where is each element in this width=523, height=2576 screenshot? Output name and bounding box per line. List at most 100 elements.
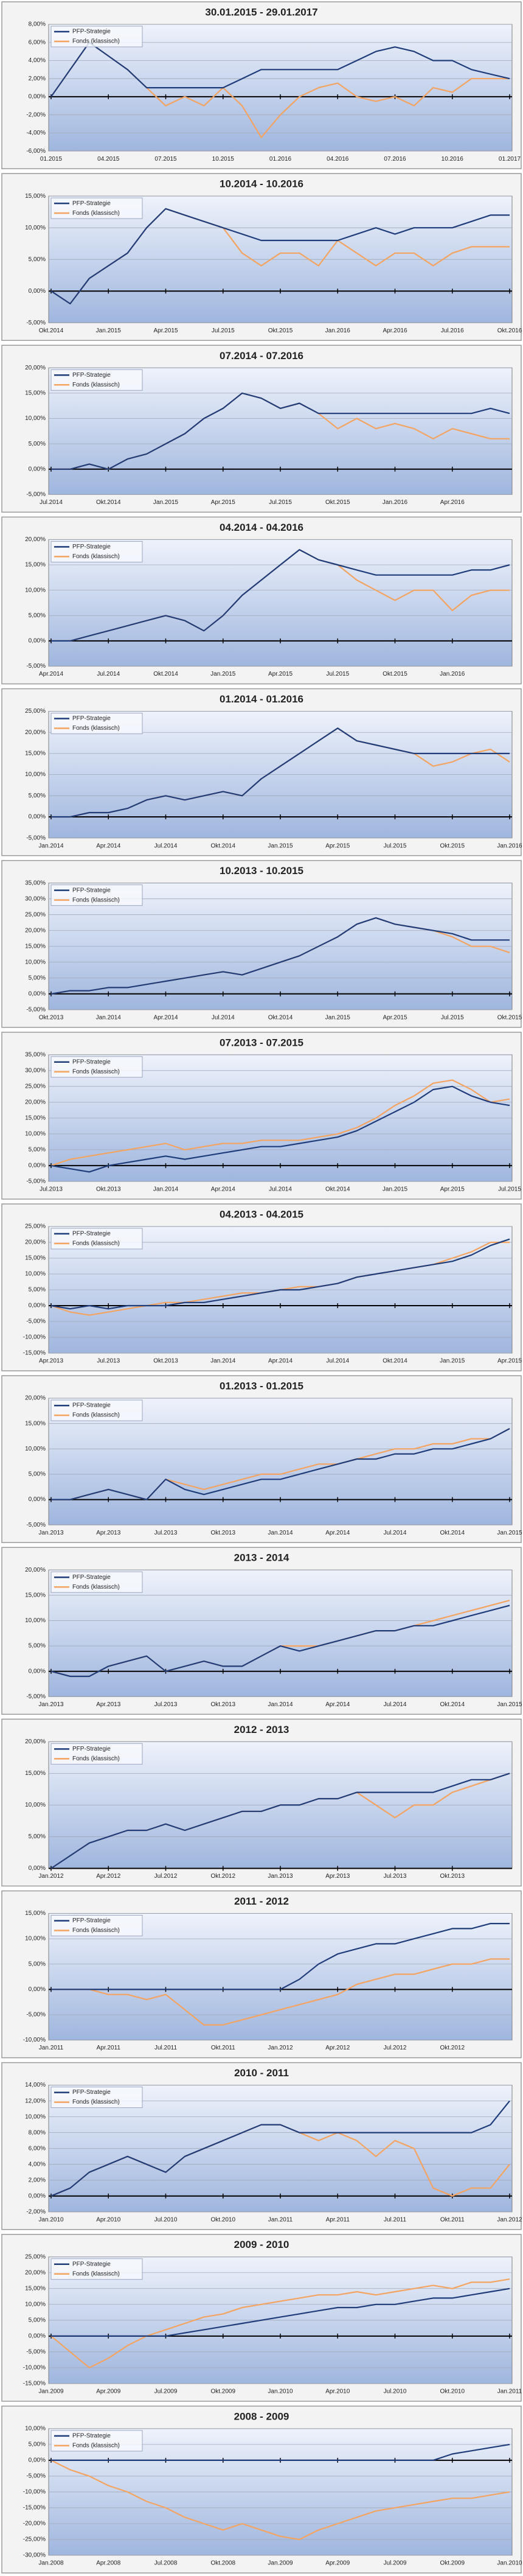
chart-panel: 2012 - 201320,00%15,00%10,00%5,00%0,00%J… [1, 1718, 522, 1887]
x-tick-label: Okt.2011 [211, 2045, 235, 2051]
x-tick-label: Okt.2013 [440, 1873, 465, 1880]
y-tick-label: -15,00% [23, 1350, 46, 1357]
legend-box [50, 197, 143, 219]
y-tick-label: -5,00% [26, 2473, 46, 2480]
y-tick-label: 12,00% [25, 2098, 46, 2104]
y-tick-label: -4,00% [26, 130, 46, 136]
x-tick-label: Jul.2011 [384, 2216, 407, 2223]
x-tick-label: Okt.2015 [268, 327, 293, 334]
y-tick-label: -5,00% [26, 2348, 46, 2355]
y-tick-label: 15,00% [25, 1420, 46, 1427]
legend-label: PFP-Strategie [72, 544, 111, 550]
y-tick-label: 0,00% [29, 1668, 46, 1675]
legend-label: Fonds (klassisch) [72, 1927, 120, 1934]
y-tick-label: 15,00% [25, 943, 46, 950]
x-tick-label: Jul.2013 [40, 1186, 63, 1193]
y-tick-label: 0,00% [29, 466, 46, 472]
y-tick-label: 15,00% [25, 193, 46, 200]
x-tick-label: Jul.2010 [154, 2216, 178, 2223]
x-tick-label: Jul.2014 [97, 671, 120, 677]
x-tick-label: Jan.2015 [383, 1186, 408, 1193]
y-tick-label: 20,00% [25, 729, 46, 736]
x-tick-label: Jul.2014 [326, 1358, 349, 1365]
y-tick-label: 20,00% [25, 1099, 46, 1105]
x-tick-label: 07.2016 [384, 156, 406, 163]
y-tick-label: 14,00% [25, 2082, 46, 2088]
y-tick-label: 0,00% [29, 1163, 46, 1169]
y-tick-label: -5,00% [26, 491, 46, 498]
y-tick-label: 0,00% [29, 638, 46, 645]
x-tick-label: Jul.2009 [384, 2560, 407, 2567]
x-tick-label: 04.2015 [97, 156, 120, 163]
x-tick-label: Okt.2015 [497, 1014, 522, 1021]
y-tick-label: 5,00% [29, 1147, 46, 1153]
legend-box [50, 2430, 143, 2452]
y-tick-label: 0,00% [29, 1865, 46, 1872]
legend-label: Fonds (klassisch) [72, 2099, 120, 2105]
series-line [51, 549, 510, 642]
x-tick-label: 10.2016 [442, 156, 464, 163]
y-tick-label: 0,00% [29, 990, 46, 997]
chart-title: 2008 - 2009 [234, 2410, 289, 2422]
x-tick-label: Jul.2009 [154, 2389, 178, 2395]
y-tick-label: -5,00% [26, 663, 46, 670]
y-tick-label: 10,00% [25, 1271, 46, 1278]
y-tick-label: 0,00% [29, 94, 46, 100]
x-tick-label: Jul.2008 [154, 2560, 178, 2567]
x-tick-label: Okt.2015 [383, 671, 407, 677]
y-tick-label: 5,00% [29, 975, 46, 981]
y-tick-label: 5,00% [29, 1961, 46, 1967]
y-tick-label: 5,00% [29, 1287, 46, 1293]
x-tick-label: Jul.2012 [154, 1873, 178, 1880]
chart-panel: 07.2014 - 07.2016 20,00% 15,00% 10,00% 5,00%… [1, 345, 522, 513]
chart-panel: 07.2013 - 07.2015 35,00% 30,00% 25,00% 20,00… [1, 1032, 522, 1200]
x-tick-label: Jan.2011 [497, 2389, 522, 2395]
x-tick-label: Okt.2013 [210, 1701, 235, 1708]
x-tick-label: Okt.2015 [325, 499, 350, 506]
x-tick-label: Jan.2012 [268, 2045, 293, 2051]
legend-box [50, 1914, 143, 1936]
legend-label: PFP-Strategie [72, 1746, 111, 1752]
x-tick-label: Apr.2013 [96, 1701, 120, 1708]
chart-panel: 2010 - 2011 14,00% 12,00% 10,00% 8,00% 6,00% 4… [1, 2062, 522, 2230]
y-tick-label: 20,00% [25, 1567, 46, 1573]
legend-box [50, 369, 143, 391]
y-tick-label: 0,00% [29, 1303, 46, 1309]
x-tick-label: Okt.2013 [153, 1358, 178, 1365]
x-tick-label: Jan.2015 [440, 1358, 465, 1365]
x-tick-label: Jan.2010 [38, 2216, 64, 2223]
x-tick-label: Jan.2015 [210, 671, 236, 677]
chart-panel: 2011 - 2012 15,00% 10,00% 5,00% 0,00% -5,00% -… [1, 1890, 522, 2059]
y-tick-label: 30,00% [25, 1067, 46, 1074]
y-tick-label: -10,00% [23, 2037, 46, 2043]
legend-box [50, 26, 143, 47]
x-tick-label: Jul.2011 [154, 2045, 178, 2051]
y-tick-label: 6,00% [29, 39, 46, 46]
y-tick-label: 10,00% [25, 2301, 46, 2308]
x-tick-label: Jan.2015 [497, 1701, 522, 1708]
series-line [50, 1079, 510, 1166]
x-tick-label: Apr.2015 [383, 1014, 407, 1021]
y-tick-label: 0,00% [29, 288, 46, 295]
series-line [51, 727, 510, 818]
series-line [51, 1923, 510, 1990]
x-tick-label: Apr.2014 [153, 1014, 178, 1021]
series-line [50, 208, 510, 305]
x-tick-label: Jan.2012 [38, 1873, 64, 1880]
chart-title: 2010 - 2011 [234, 2067, 289, 2079]
y-tick-label: 15,00% [25, 1770, 46, 1777]
x-tick-label: Okt.2014 [39, 327, 64, 334]
chart-title: 30.01.2015 - 29.01.2017 [205, 6, 317, 18]
x-tick-label: Apr.2009 [96, 2389, 120, 2395]
legend-label: PFP-Strategie [72, 1231, 111, 1237]
series-line [50, 2100, 510, 2197]
x-tick-label: Okt.2010 [210, 2216, 235, 2223]
series-line [50, 2278, 510, 2368]
y-tick-label: 35,00% [25, 1051, 46, 1058]
x-tick-label: Jan.2009 [38, 2389, 64, 2395]
x-tick-label: Apr.2009 [325, 2560, 350, 2567]
x-tick-label: Jul.2013 [154, 1530, 178, 1536]
chart-title: 04.2013 - 04.2015 [220, 1208, 303, 1220]
chart-panel: 2008 - 2009 10,00% 5,00% 0,00% -5,00% -10,00%… [1, 2406, 522, 2574]
